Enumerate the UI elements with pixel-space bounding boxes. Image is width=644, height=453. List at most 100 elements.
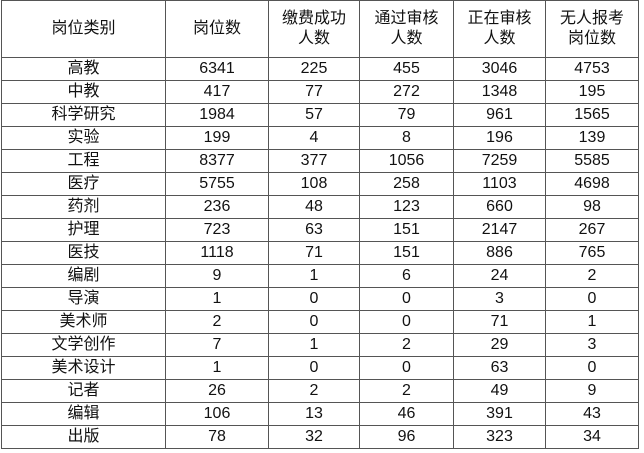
category-cell: 高教 <box>1 57 166 81</box>
value-cell: 1056 <box>359 149 454 173</box>
value-cell: 0 <box>359 356 454 380</box>
value-cell: 57 <box>268 103 360 127</box>
value-cell: 1348 <box>453 80 546 104</box>
value-cell: 77 <box>268 80 360 104</box>
value-cell: 63 <box>268 218 360 242</box>
value-cell: 225 <box>268 57 360 81</box>
category-cell: 文学创作 <box>1 333 166 357</box>
category-cell: 美术设计 <box>1 356 166 380</box>
table-row: 高教 6341 225 455 3046 4753 <box>1 57 639 81</box>
value-cell: 199 <box>165 126 269 150</box>
value-cell: 2 <box>359 333 454 357</box>
value-cell: 0 <box>545 356 639 380</box>
table-row: 文学创作 7 1 2 29 3 <box>1 333 639 357</box>
table-row: 医技 1118 71 151 886 765 <box>1 241 639 265</box>
column-header-line: 岗位数 <box>567 30 616 47</box>
value-cell: 3046 <box>453 57 546 81</box>
value-cell: 323 <box>453 425 546 449</box>
value-cell: 0 <box>268 287 360 311</box>
value-cell: 24 <box>453 264 546 288</box>
value-cell: 3 <box>545 333 639 357</box>
value-cell: 723 <box>165 218 269 242</box>
table-row: 出版 78 32 96 323 34 <box>1 425 639 449</box>
column-header-line: 正在审核 <box>467 10 532 27</box>
column-header: 岗位类别 <box>1 0 166 58</box>
value-cell: 0 <box>359 287 454 311</box>
value-cell: 46 <box>359 402 454 426</box>
value-cell: 2 <box>545 264 639 288</box>
value-cell: 1565 <box>545 103 639 127</box>
category-cell: 编剧 <box>1 264 166 288</box>
table-row: 美术设计 1 0 0 63 0 <box>1 356 639 380</box>
category-cell: 导演 <box>1 287 166 311</box>
value-cell: 765 <box>545 241 639 265</box>
column-header: 无人报考 岗位数 <box>545 0 639 58</box>
table-row: 科学研究 1984 57 79 961 1565 <box>1 103 639 127</box>
column-header-line: 岗位类别 <box>51 20 116 37</box>
value-cell: 49 <box>453 379 546 403</box>
value-cell: 106 <box>165 402 269 426</box>
table-row: 中教 417 77 272 1348 195 <box>1 80 639 104</box>
value-cell: 5755 <box>165 172 269 196</box>
value-cell: 4753 <box>545 57 639 81</box>
value-cell: 2 <box>165 310 269 334</box>
value-cell: 29 <box>453 333 546 357</box>
value-cell: 7259 <box>453 149 546 173</box>
table-row: 编剧 9 1 6 24 2 <box>1 264 639 288</box>
category-cell: 出版 <box>1 425 166 449</box>
value-cell: 32 <box>268 425 360 449</box>
category-cell: 编辑 <box>1 402 166 426</box>
category-cell: 医技 <box>1 241 166 265</box>
value-cell: 34 <box>545 425 639 449</box>
value-cell: 6341 <box>165 57 269 81</box>
value-cell: 26 <box>165 379 269 403</box>
value-cell: 123 <box>359 195 454 219</box>
value-cell: 0 <box>359 310 454 334</box>
value-cell: 1 <box>165 287 269 311</box>
value-cell: 258 <box>359 172 454 196</box>
table-row: 药剂 236 48 123 660 98 <box>1 195 639 219</box>
category-cell: 工程 <box>1 149 166 173</box>
column-header: 通过审核 人数 <box>359 0 454 58</box>
value-cell: 267 <box>545 218 639 242</box>
column-header-line: 通过审核 <box>374 10 439 27</box>
value-cell: 79 <box>359 103 454 127</box>
value-cell: 417 <box>165 80 269 104</box>
value-cell: 78 <box>165 425 269 449</box>
value-cell: 108 <box>268 172 360 196</box>
table-row: 记者 26 2 2 49 9 <box>1 379 639 403</box>
table-row: 美术师 2 0 0 71 1 <box>1 310 639 334</box>
value-cell: 9 <box>165 264 269 288</box>
column-header: 缴费成功 人数 <box>268 0 360 58</box>
value-cell: 5585 <box>545 149 639 173</box>
value-cell: 13 <box>268 402 360 426</box>
table-row: 编辑 106 13 46 391 43 <box>1 402 639 426</box>
category-cell: 实验 <box>1 126 166 150</box>
category-cell: 科学研究 <box>1 103 166 127</box>
table-row: 护理 723 63 151 2147 267 <box>1 218 639 242</box>
value-cell: 71 <box>268 241 360 265</box>
category-cell: 护理 <box>1 218 166 242</box>
value-cell: 196 <box>453 126 546 150</box>
value-cell: 3 <box>453 287 546 311</box>
value-cell: 455 <box>359 57 454 81</box>
value-cell: 98 <box>545 195 639 219</box>
value-cell: 886 <box>453 241 546 265</box>
table-row: 导演 1 0 0 3 0 <box>1 287 639 311</box>
value-cell: 151 <box>359 218 454 242</box>
category-cell: 中教 <box>1 80 166 104</box>
value-cell: 1 <box>268 333 360 357</box>
value-cell: 4 <box>268 126 360 150</box>
column-header-line: 岗位数 <box>192 20 241 37</box>
value-cell: 2147 <box>453 218 546 242</box>
value-cell: 139 <box>545 126 639 150</box>
value-cell: 2 <box>268 379 360 403</box>
value-cell: 6 <box>359 264 454 288</box>
value-cell: 8377 <box>165 149 269 173</box>
column-header: 正在审核 人数 <box>453 0 546 58</box>
value-cell: 272 <box>359 80 454 104</box>
value-cell: 96 <box>359 425 454 449</box>
value-cell: 1 <box>268 264 360 288</box>
category-cell: 药剂 <box>1 195 166 219</box>
